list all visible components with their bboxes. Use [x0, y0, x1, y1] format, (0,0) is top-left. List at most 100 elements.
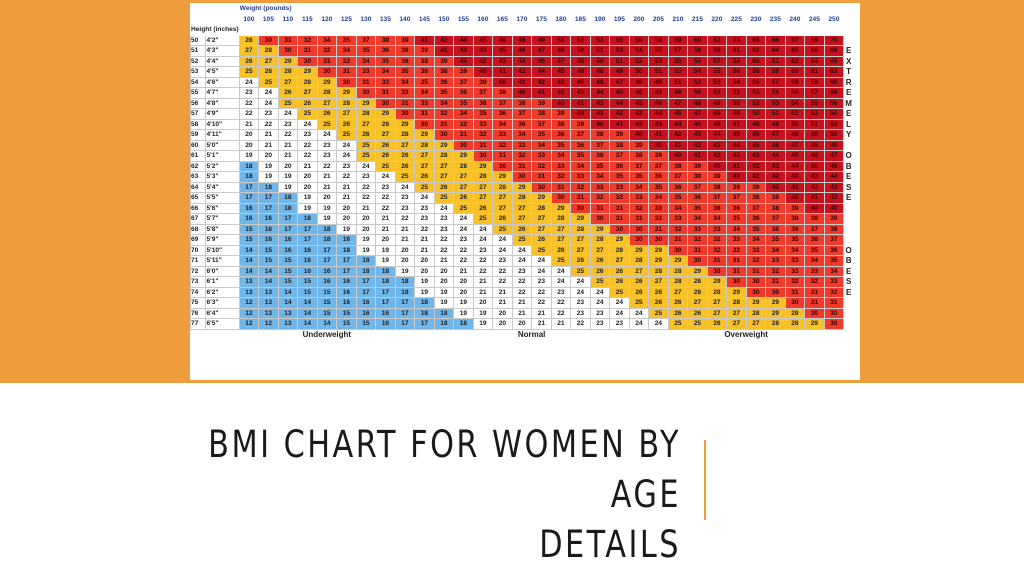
- spacer-cell: [433, 24, 455, 36]
- bmi-cell: 36: [784, 223, 806, 235]
- height-inches-cell: 72: [190, 265, 207, 277]
- bmi-cell: 30: [706, 265, 728, 277]
- bmi-cell: 30: [355, 87, 377, 99]
- table-row: 64 5'4" 17 18 19 20 21 21 22 23 24 25 26 27 27 28 29 30 31…: [190, 181, 855, 193]
- bmi-cell: 15: [277, 276, 299, 288]
- spacer-cell: [531, 3, 552, 15]
- bmi-cell: 29: [336, 87, 357, 99]
- bmi-cell: 29: [355, 97, 377, 109]
- bmi-cell: 18: [394, 286, 416, 298]
- bmi-cell: 31: [609, 202, 630, 214]
- spacer-cell: [804, 24, 825, 36]
- bmi-cell: 28: [687, 276, 708, 288]
- bmi-cell: 16: [277, 234, 299, 246]
- bmi-cell: 38: [531, 108, 552, 120]
- header-row-height: Height (inches): [190, 24, 855, 36]
- bmi-cell: 17: [297, 223, 318, 235]
- bmi-cell: 23: [433, 223, 455, 235]
- bmi-cell: 33: [823, 276, 845, 288]
- bmi-cell: 53: [609, 45, 630, 57]
- bmi-cell: 39: [765, 192, 786, 204]
- bmi-cell: 43: [648, 118, 669, 130]
- bmi-cell: 23: [297, 129, 318, 141]
- spacer-cell: [355, 24, 377, 36]
- bmi-cell: 48: [628, 76, 650, 88]
- bmi-cell: 38: [414, 55, 435, 67]
- bmi-cell: 28: [336, 97, 357, 109]
- bmi-cell: 31: [745, 265, 767, 277]
- bmi-cell: 26: [355, 129, 377, 141]
- bmi-cell: 17: [316, 255, 338, 267]
- bmi-cell: 24: [472, 223, 494, 235]
- bmi-cell: 34: [765, 244, 786, 256]
- bmi-cell: 51: [609, 55, 630, 67]
- bmi-cell: 32: [687, 234, 708, 246]
- bmi-cell: 27: [316, 97, 338, 109]
- side-letter: [843, 234, 855, 246]
- category-underweight: Underweight: [238, 328, 416, 340]
- height-feet-cell: 4'9": [205, 108, 240, 120]
- bmi-cell: 19: [472, 307, 494, 319]
- bmi-cell: 51: [706, 87, 728, 99]
- height-inches-cell: 56: [190, 97, 207, 109]
- bmi-cell: 32: [550, 171, 572, 183]
- bmi-cell: 30: [297, 55, 318, 67]
- bmi-cell: 47: [609, 76, 630, 88]
- bmi-cell: 31: [726, 255, 747, 267]
- bmi-cell: 30: [277, 45, 299, 57]
- spacer-cell: [550, 3, 572, 15]
- bmi-cell: 19: [375, 244, 396, 256]
- bmi-cell: 57: [804, 87, 825, 99]
- table-row: 74 6'2" 13 13 14 15 15 16 17 17 18 19 19 20 21 21 22 22 23…: [190, 286, 855, 298]
- weight-col-header: 215: [687, 13, 708, 25]
- bmi-cell: 23: [570, 297, 591, 309]
- bmi-cell: 22: [355, 181, 377, 193]
- bmi-cell: 30: [394, 108, 416, 120]
- spacer-cell: [648, 24, 669, 36]
- spacer-cell: [745, 3, 767, 15]
- bmi-cell: 31: [648, 223, 669, 235]
- bmi-cell: 27: [394, 139, 416, 151]
- bmi-cell: 41: [667, 139, 689, 151]
- table-row: 65 5'5" 17 17 18 19 20 21 22 22 23 24 25 26 27 27 28 29 30…: [190, 192, 855, 204]
- bmi-cell: 33: [804, 265, 825, 277]
- bmi-cell: 28: [472, 171, 494, 183]
- bmi-cell: 16: [316, 265, 338, 277]
- bmi-cell: 28: [765, 318, 786, 330]
- spacer-cell: [667, 3, 689, 15]
- weight-col-header: 155: [453, 13, 474, 25]
- bmi-cell: 36: [394, 55, 416, 67]
- bmi-cell: 44: [648, 108, 669, 120]
- bmi-cell: 36: [453, 87, 474, 99]
- bmi-cell: 16: [258, 213, 279, 225]
- bmi-cell: 27: [706, 297, 728, 309]
- bmi-cell: 33: [589, 181, 611, 193]
- bmi-cell: 13: [238, 286, 260, 298]
- bmi-cell: 31: [667, 234, 689, 246]
- bmi-cell: 33: [375, 76, 396, 88]
- spacer-cell: [843, 3, 855, 15]
- bmi-cell: 26: [375, 150, 396, 162]
- bmi-cell: 28: [453, 160, 474, 172]
- spacer-cell: [628, 3, 650, 15]
- spacer-cell: [355, 3, 377, 15]
- bmi-cell: 31: [394, 97, 416, 109]
- spacer-cell: [784, 24, 806, 36]
- bmi-cell: 40: [765, 181, 786, 193]
- bmi-cell: 50: [823, 129, 845, 141]
- height-feet-cell: 5'4": [205, 181, 240, 193]
- height-feet-cell: 6'2": [205, 286, 240, 298]
- bmi-cell: 22: [238, 97, 260, 109]
- spacer-cell: [765, 3, 786, 15]
- bmi-cell: 63: [823, 66, 845, 78]
- bmi-cell: 43: [550, 76, 572, 88]
- bmi-cell: 24: [375, 171, 396, 183]
- bmi-cell: 21: [355, 202, 377, 214]
- bmi-cell: 26: [667, 297, 689, 309]
- bmi-cell: 24: [570, 286, 591, 298]
- bmi-cell: 24: [511, 255, 533, 267]
- weight-col-header: 245: [804, 13, 825, 25]
- bmi-cell: 30: [375, 97, 396, 109]
- bmi-cell: 34: [316, 34, 338, 46]
- bmi-cell: 42: [823, 192, 845, 204]
